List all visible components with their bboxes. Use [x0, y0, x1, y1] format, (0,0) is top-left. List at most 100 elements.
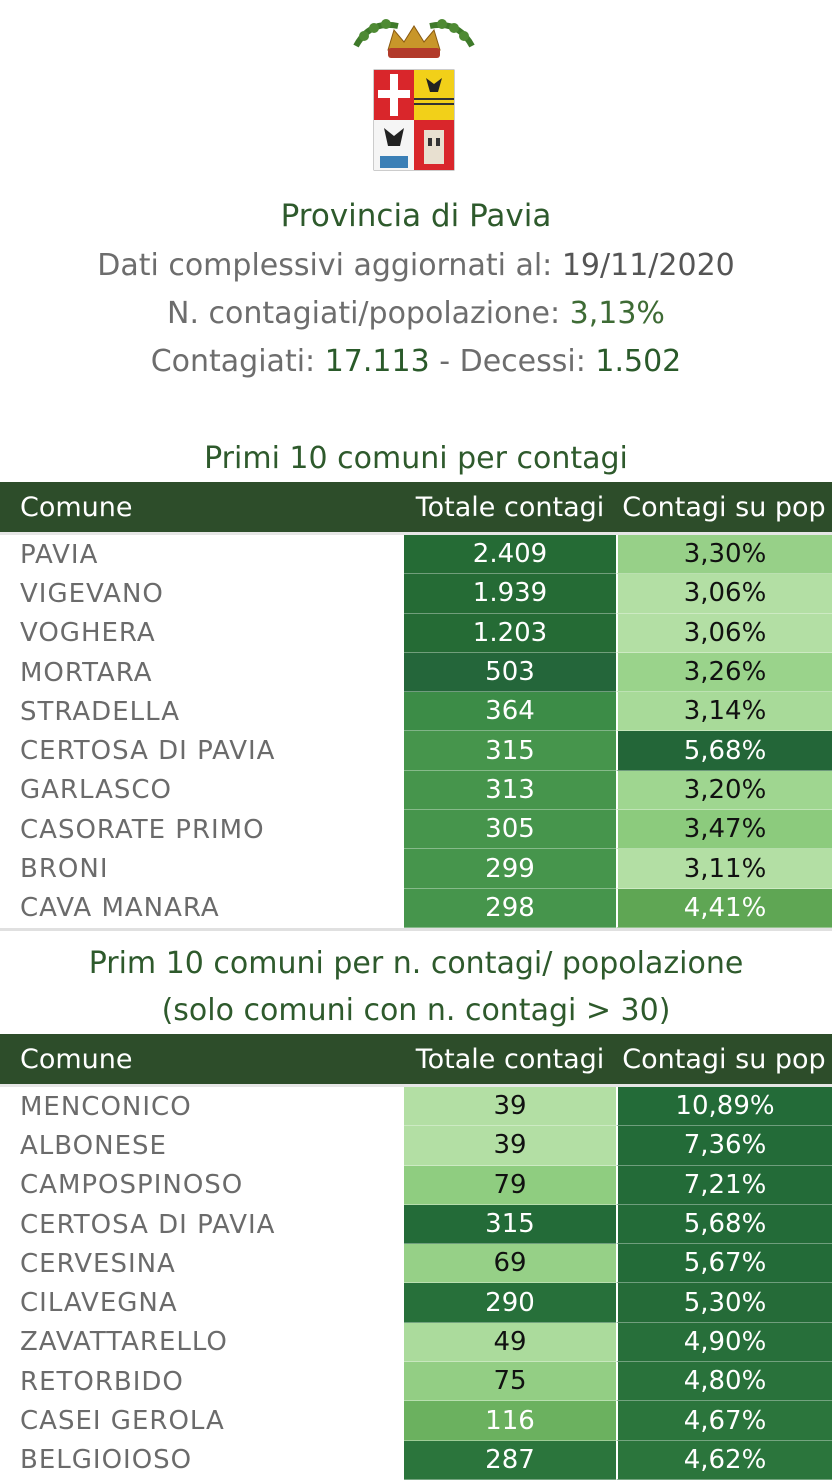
page-title: Provincia di Pavia [280, 198, 552, 234]
cell-comune: VIGEVANO [20, 578, 164, 609]
table-row: CERTOSA DI PAVIA 315 5,68% [0, 731, 832, 771]
deaths-label: Decessi: [459, 344, 586, 379]
table-row: ZAVATTARELLO 49 4,90% [0, 1322, 832, 1363]
cell-pct: 7,36% [616, 1126, 832, 1166]
cell-pct: 5,30% [616, 1283, 832, 1323]
cell-pct: 4,62% [616, 1440, 832, 1480]
cell-pct: 4,80% [616, 1362, 832, 1402]
col-comune: Comune [20, 491, 133, 523]
cell-pct: 4,67% [616, 1401, 832, 1441]
cell-totale: 364 [404, 692, 616, 732]
col-pct: Contagi su pop [622, 491, 826, 523]
col-pct: Contagi su pop [622, 1043, 826, 1075]
cell-pct: 3,06% [616, 574, 832, 614]
table-header: Comune Totale contagi Contagi su pop [0, 482, 832, 535]
cell-totale: 39 [404, 1126, 616, 1166]
cell-pct: 5,68% [616, 731, 832, 771]
cell-comune: GARLASCO [20, 775, 172, 806]
province-crest-logo [350, 8, 478, 173]
table-row: BELGIOIOSO 287 4,62% [0, 1440, 832, 1480]
cell-pct: 3,11% [616, 849, 832, 889]
cell-pct: 3,14% [616, 692, 832, 732]
table-row: MORTARA 503 3,26% [0, 652, 832, 693]
cell-comune: STRADELLA [20, 696, 180, 727]
table-row: VOGHERA 1.203 3,06% [0, 613, 832, 653]
cell-comune: BRONI [20, 854, 109, 885]
cell-pct: 3,26% [616, 652, 832, 693]
cell-comune: ZAVATTARELLO [20, 1327, 228, 1358]
cell-comune: CERTOSA DI PAVIA [20, 1209, 276, 1240]
separator: - [439, 344, 451, 379]
table-header: Comune Totale contagi Contagi su pop [0, 1034, 832, 1087]
cell-pct: 10,89% [616, 1087, 832, 1127]
cell-pct: 3,47% [616, 810, 832, 850]
cell-pct: 3,30% [616, 535, 832, 575]
cell-totale: 315 [404, 1204, 616, 1245]
totals-line: Contagiati: 17.113 - Decessi: 1.502 [0, 344, 832, 379]
table-row: PAVIA 2.409 3,30% [0, 535, 832, 575]
cell-totale: 315 [404, 731, 616, 771]
cell-comune: MENCONICO [20, 1091, 192, 1122]
table-body: MENCONICO 39 10,89% ALBONESE 39 7,36% CAMPOSPI… [0, 1087, 832, 1480]
cell-comune: CASEI GEROLA [20, 1406, 225, 1437]
cell-totale: 1.203 [404, 613, 616, 653]
col-totale: Totale contagi [415, 1043, 605, 1075]
updated-line: Dati complessivi aggiornati al: 19/11/20… [0, 248, 832, 283]
infected-value: 17.113 [324, 344, 430, 379]
cell-comune: ALBONESE [20, 1130, 167, 1161]
cell-totale: 75 [404, 1362, 616, 1402]
cell-comune: BELGIOIOSO [20, 1445, 193, 1476]
cell-comune: CERTOSA DI PAVIA [20, 736, 276, 767]
cell-totale: 287 [404, 1440, 616, 1480]
table-row: BRONI 299 3,11% [0, 849, 832, 889]
ratio-line: N. contagiati/popolazione: 3,13% [0, 296, 832, 331]
col-totale: Totale contagi [415, 491, 605, 523]
ratio-value: 3,13% [569, 296, 665, 331]
col-comune: Comune [20, 1043, 133, 1075]
table-divider [0, 927, 832, 931]
cell-pct: 4,90% [616, 1322, 832, 1363]
cell-pct: 3,06% [616, 613, 832, 653]
updated-value: 19/11/2020 [561, 248, 735, 283]
top10-ratio-table: Comune Totale contagi Contagi su pop MEN… [0, 1034, 832, 1480]
cell-pct: 5,67% [616, 1244, 832, 1284]
top10-contagi-table: Comune Totale contagi Contagi su pop PAV… [0, 482, 832, 931]
cell-totale: 313 [404, 770, 616, 811]
cell-totale: 299 [404, 849, 616, 889]
ratio-label: N. contagiati/popolazione: [167, 296, 561, 331]
table-row: VIGEVANO 1.939 3,06% [0, 574, 832, 614]
table-row: CASEI GEROLA 116 4,67% [0, 1401, 832, 1441]
updated-label: Dati complessivi aggiornati al: [97, 248, 553, 283]
cell-totale: 79 [404, 1165, 616, 1205]
table-row: CERTOSA DI PAVIA 315 5,68% [0, 1204, 832, 1245]
table-row: CILAVEGNA 290 5,30% [0, 1283, 832, 1323]
table-row: CAMPOSPINOSO 79 7,21% [0, 1165, 832, 1205]
cell-pct: 3,20% [616, 770, 832, 811]
cell-comune: PAVIA [20, 539, 99, 570]
cell-totale: 69 [404, 1244, 616, 1284]
cell-comune: CAMPOSPINOSO [20, 1170, 244, 1201]
table1-title: Primi 10 comuni per contagi [204, 441, 628, 476]
cell-totale: 290 [404, 1283, 616, 1323]
table-row: STRADELLA 364 3,14% [0, 692, 832, 732]
cell-comune: CASORATE PRIMO [20, 814, 265, 845]
cell-pct: 5,68% [616, 1204, 832, 1245]
table2-title-line1: Prim 10 comuni per n. contagi/ popolazio… [88, 946, 744, 981]
cell-totale: 305 [404, 810, 616, 850]
cell-pct: 4,41% [616, 888, 832, 928]
cell-pct: 7,21% [616, 1165, 832, 1205]
cell-comune: VOGHERA [20, 618, 156, 649]
table-row: CAVA MANARA 298 4,41% [0, 888, 832, 928]
table-row: MENCONICO 39 10,89% [0, 1087, 832, 1127]
cell-comune: CERVESINA [20, 1248, 176, 1279]
cell-comune: CAVA MANARA [20, 893, 220, 924]
table-row: ALBONESE 39 7,36% [0, 1126, 832, 1166]
cell-totale: 39 [404, 1087, 616, 1127]
cell-comune: MORTARA [20, 657, 153, 688]
table-body: PAVIA 2.409 3,30% VIGEVANO 1.939 3,06% VOGHERA… [0, 535, 832, 928]
cell-comune: RETORBIDO [20, 1366, 184, 1397]
table-row: GARLASCO 313 3,20% [0, 770, 832, 811]
deaths-value: 1.502 [595, 344, 682, 379]
cell-comune: CILAVEGNA [20, 1288, 178, 1319]
table2-title-line2: (solo comuni con n. contagi > 30) [161, 993, 671, 1028]
